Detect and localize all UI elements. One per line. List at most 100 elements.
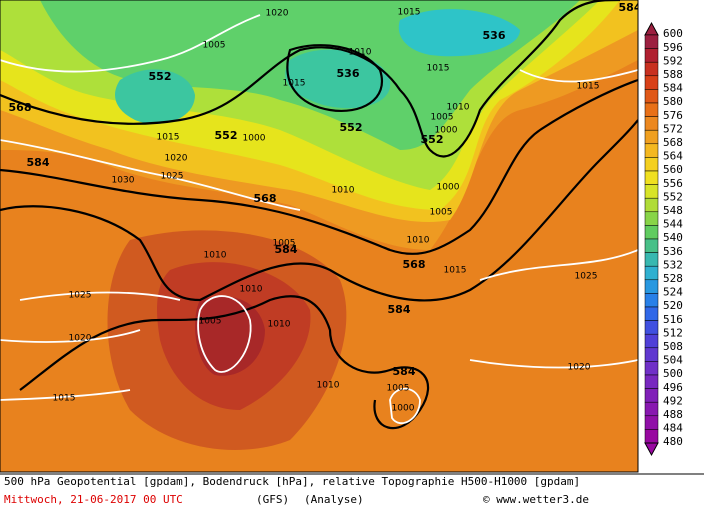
pressure-label: 1005	[430, 208, 453, 218]
colorbar-swatch	[644, 157, 659, 172]
colorbar-swatch	[644, 102, 659, 117]
colorbar-swatch	[644, 306, 659, 321]
pressure-label: 1005	[387, 384, 410, 394]
pressure-label: 1005	[199, 317, 222, 327]
colorbar-label: 580	[663, 95, 683, 108]
pressure-label: 1015	[53, 394, 76, 404]
pressure-label: 1025	[69, 291, 92, 301]
geopotential-label: 568	[254, 192, 277, 205]
geopotential-label: 584	[393, 365, 416, 378]
colorbar-swatch	[644, 143, 659, 158]
colorbar-swatch	[644, 197, 659, 213]
footer-run: (Analyse)	[304, 493, 364, 506]
pressure-label: 1000	[435, 126, 458, 136]
pressure-label: 1030	[112, 176, 135, 186]
pressure-label: 1010	[332, 186, 355, 196]
pressure-label: 1020	[266, 9, 289, 19]
colorbar-label: 524	[663, 286, 683, 299]
colorbar-label: 504	[663, 354, 683, 367]
colorbar-label: 584	[663, 82, 683, 95]
geopotential-label: 584	[388, 303, 411, 316]
colorbar-label: 600	[663, 27, 683, 40]
colorbar-label: 480	[663, 435, 683, 448]
geopotential-label: 552	[340, 121, 363, 134]
colorbar-label: 508	[663, 340, 683, 353]
colorbar-label: 552	[663, 190, 683, 203]
colorbar-label: 516	[663, 313, 683, 326]
colorbar-swatch	[644, 170, 659, 185]
geopotential-label: 552	[149, 70, 172, 83]
colorbar-label: 564	[663, 150, 683, 163]
colorbar-label: 556	[663, 177, 683, 190]
pressure-label: 1010	[407, 236, 430, 246]
colorbar-swatch	[644, 333, 659, 349]
pressure-label: 1020	[69, 334, 92, 344]
geopotential-label: 568	[403, 258, 426, 271]
colorbar-label: 520	[663, 299, 683, 312]
pressure-label: 1010	[447, 103, 470, 113]
colorbar-swatch	[644, 61, 659, 77]
colorbar-swatch	[644, 265, 659, 281]
colorbar-label: 592	[663, 54, 683, 67]
colorbar-label: 576	[663, 109, 683, 122]
pressure-label: 1005	[431, 113, 454, 123]
pressure-label: 1005	[273, 239, 296, 249]
pressure-label: 1000	[392, 404, 415, 414]
map-frame	[0, 0, 639, 473]
geopotential-label: 536	[337, 67, 360, 80]
pressure-label: 1015	[283, 79, 306, 89]
map-field: 552 552 536 552 552 536 568 584 568 584 568 584 584 5…	[0, 0, 642, 472]
colorbar-swatch	[644, 129, 659, 145]
colorbar-swatch	[644, 388, 659, 403]
colorbar-label: 500	[663, 367, 683, 380]
colorbar-label: 560	[663, 163, 683, 176]
pressure-label: 1025	[161, 172, 184, 182]
colorbar-swatch	[644, 415, 659, 430]
colorbar-swatch	[644, 225, 659, 240]
colorbar-swatch	[644, 34, 659, 49]
geopotential-label: 536	[483, 29, 506, 42]
pressure-label: 1015	[398, 8, 421, 18]
geopotential-label: 552	[215, 129, 238, 142]
colorbar-label: 540	[663, 231, 683, 244]
colorbar-swatch	[644, 293, 659, 308]
colorbar-label: 528	[663, 272, 683, 285]
pressure-label: 1010	[317, 381, 340, 391]
footer-date: Mittwoch, 21-06-2017 00 UTC	[4, 493, 183, 506]
geopotential-label: 584	[619, 1, 642, 14]
pressure-label: 1010	[240, 285, 263, 295]
pressure-label: 1010	[349, 48, 372, 58]
pressure-label: 1015	[427, 64, 450, 74]
colorbar-swatch	[644, 374, 659, 389]
colorbar-label: 492	[663, 394, 683, 407]
colorbar-swatch	[644, 429, 659, 444]
colorbar-label: 572	[663, 122, 683, 135]
geopotential-label: 584	[275, 243, 298, 256]
footer-model: (GFS)	[256, 493, 289, 506]
colorbar-swatch	[644, 401, 659, 417]
geopotential-label: 552	[421, 133, 444, 146]
colorbar-label: 588	[663, 68, 683, 81]
pressure-label: 1015	[157, 133, 180, 143]
colorbar-swatch	[644, 184, 659, 199]
colorbar-label: 532	[663, 258, 683, 271]
colorbar-label: 568	[663, 136, 683, 149]
pressure-label: 1010	[268, 320, 291, 330]
colorbar-label: 596	[663, 41, 683, 54]
footer-credit: © www.wetter3.de	[483, 493, 589, 506]
pressure-label: 1010	[204, 251, 227, 261]
pressure-label: 1025	[575, 272, 598, 282]
colorbar-top	[644, 21, 659, 36]
pressure-label: 1000	[243, 134, 266, 144]
geopotential-label: 584	[27, 156, 50, 169]
colorbar-swatch	[644, 48, 659, 63]
colorbar-label: 544	[663, 218, 683, 231]
pressure-label: 1015	[577, 82, 600, 92]
colorbar: 6005965925885845805765725685645605565525…	[644, 21, 683, 457]
colorbar-swatch	[644, 238, 659, 253]
colorbar-label: 512	[663, 326, 683, 339]
colorbar-label: 548	[663, 204, 683, 217]
colorbar-swatch	[644, 279, 659, 294]
